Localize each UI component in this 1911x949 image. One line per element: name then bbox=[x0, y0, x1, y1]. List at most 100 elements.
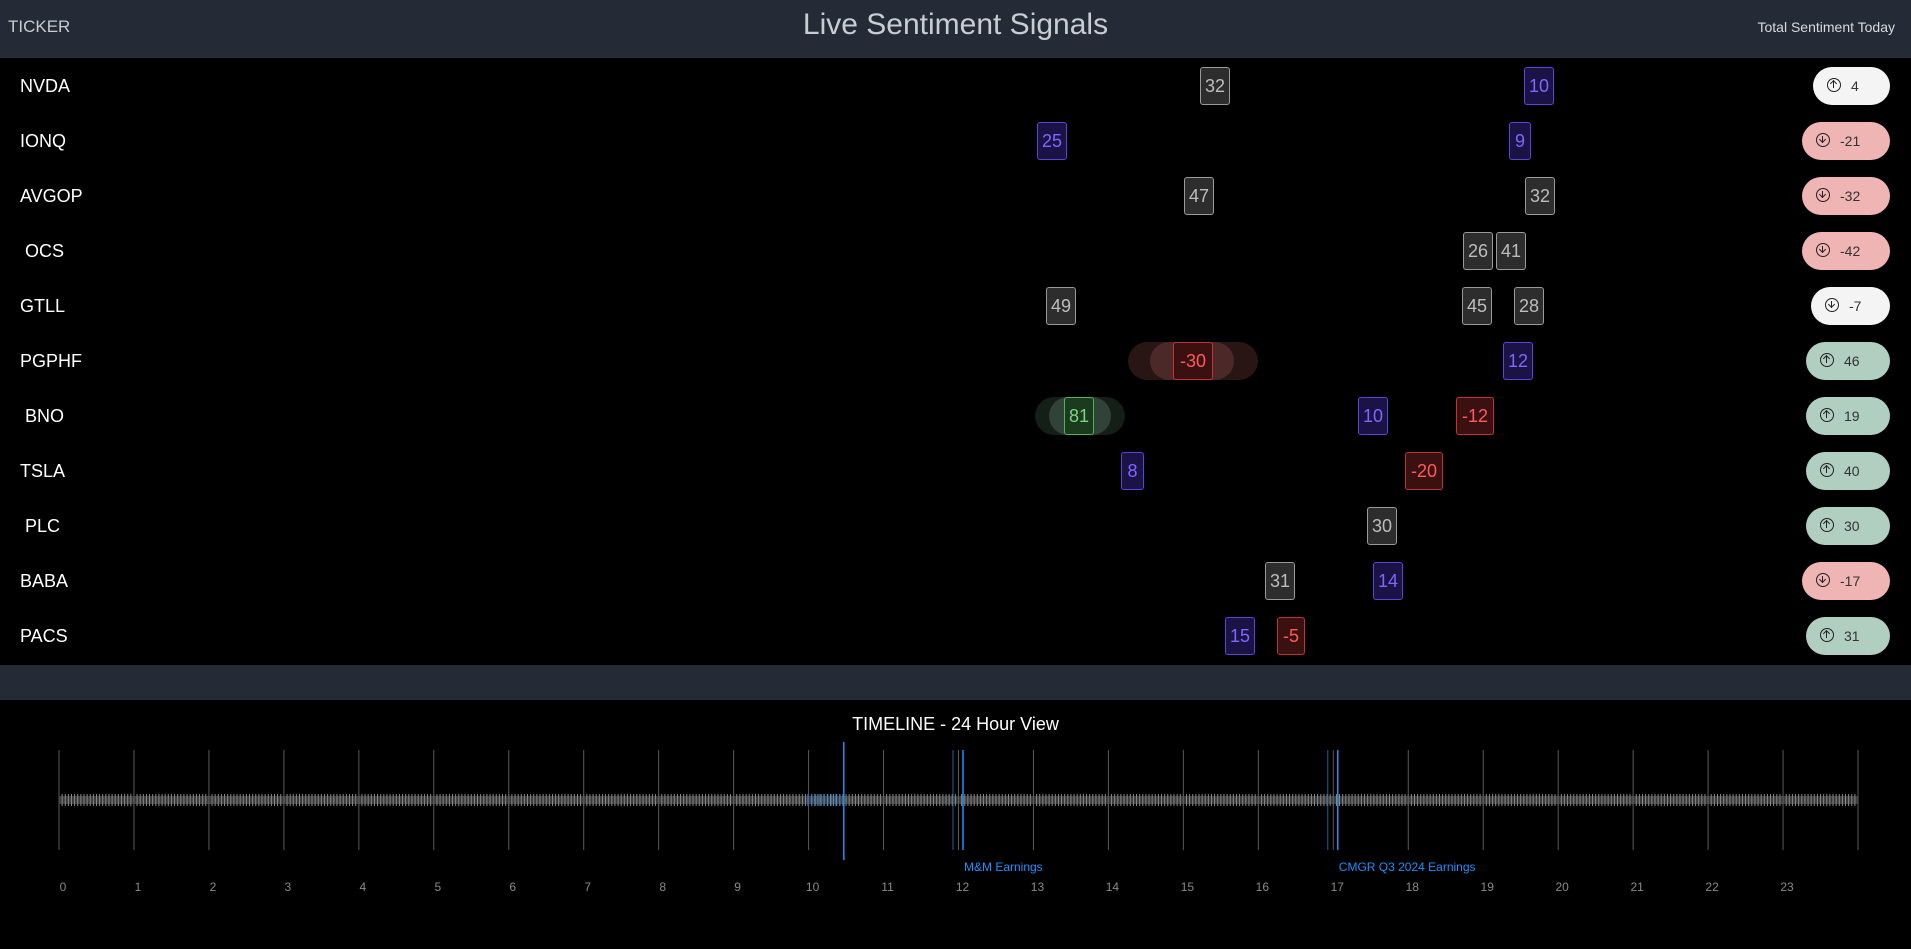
ticker-label[interactable]: GTLL bbox=[20, 296, 66, 316]
ticker-row[interactable]: BABA 31 14 -17 bbox=[0, 554, 1911, 609]
timeline-hour-label: 4 bbox=[359, 880, 366, 894]
signal-badge[interactable]: 14 bbox=[1373, 562, 1403, 600]
timeline-hour-label: 22 bbox=[1705, 880, 1719, 894]
timeline-hour-label: 1 bbox=[135, 880, 142, 894]
ticker-label[interactable]: AVGOP bbox=[20, 186, 83, 206]
timeline-hour-label: 2 bbox=[210, 880, 217, 894]
total-sentiment-pill[interactable]: 19 bbox=[1806, 397, 1890, 435]
arrow-up-circle-icon bbox=[1820, 518, 1834, 532]
signal-badge[interactable]: -20 bbox=[1405, 452, 1443, 490]
signal-badge[interactable]: 10 bbox=[1358, 397, 1388, 435]
timeline-track[interactable]: 0 1 2 3 4 5 6 7 8 9 10 11 12 13 14 15 16 17 18 19 20 21 22 23M&… bbox=[0, 700, 1911, 949]
timeline-hour-label: 19 bbox=[1481, 880, 1495, 894]
ticker-row[interactable]: IONQ 25 9 -21 bbox=[0, 114, 1911, 169]
timeline-hour-label: 0 bbox=[60, 880, 67, 894]
signal-badge[interactable]: 8 bbox=[1121, 452, 1144, 490]
ticker-label[interactable]: BNO bbox=[25, 406, 65, 426]
signal-badge[interactable]: 26 bbox=[1463, 232, 1493, 270]
ticker-row[interactable]: OCS 26 41 -42 bbox=[0, 224, 1911, 279]
total-sentiment-header: Total Sentiment Today bbox=[1757, 19, 1896, 35]
timeline-hour-label: 17 bbox=[1331, 880, 1345, 894]
ticker-label[interactable]: OCS bbox=[25, 241, 65, 261]
signal-badge[interactable]: 32 bbox=[1525, 177, 1555, 215]
timeline-event-label[interactable]: M&M Earnings bbox=[964, 860, 1043, 874]
ticker-row[interactable]: BNO 81 10 -12 19 bbox=[0, 389, 1911, 444]
ticker-column-header: TICKER bbox=[8, 17, 71, 36]
signal-badge[interactable]: 30 bbox=[1367, 507, 1397, 545]
signal-badge[interactable]: 25 bbox=[1037, 122, 1067, 160]
ticker-label[interactable]: NVDA bbox=[20, 76, 71, 96]
total-sentiment-pill[interactable]: 46 bbox=[1806, 342, 1890, 380]
total-sentiment-value: -7 bbox=[1849, 298, 1862, 314]
arrow-down-circle-icon bbox=[1825, 298, 1839, 312]
ticker-row[interactable]: PACS 15 -5 31 bbox=[0, 609, 1911, 664]
ticker-label[interactable]: PGPHF bbox=[20, 351, 83, 371]
total-sentiment-pill[interactable]: -17 bbox=[1802, 562, 1890, 600]
section-divider bbox=[0, 665, 1911, 700]
signal-badge[interactable]: 47 bbox=[1184, 177, 1214, 215]
total-sentiment-value: 4 bbox=[1851, 78, 1859, 94]
total-sentiment-value: -21 bbox=[1840, 133, 1861, 149]
signal-rows: NVDA 32 10 4 IONQ 25 9 -21 AVGOP 47 32 -… bbox=[0, 59, 1911, 665]
ticker-row[interactable]: TSLA 8 -20 40 bbox=[0, 444, 1911, 499]
total-sentiment-value: 30 bbox=[1844, 518, 1860, 534]
ticker-row[interactable]: PGPHF -30 12 46 bbox=[0, 334, 1911, 389]
total-sentiment-pill[interactable]: 31 bbox=[1806, 617, 1890, 655]
total-sentiment-pill[interactable]: -32 bbox=[1802, 177, 1890, 215]
signal-badge[interactable]: 12 bbox=[1503, 342, 1533, 380]
total-sentiment-value: 40 bbox=[1844, 463, 1860, 479]
total-sentiment-pill[interactable]: -7 bbox=[1811, 287, 1890, 325]
ticker-label[interactable]: BABA bbox=[20, 571, 69, 591]
total-sentiment-value: -42 bbox=[1840, 243, 1861, 259]
signal-badge[interactable]: 45 bbox=[1462, 287, 1492, 325]
timeline-hour-label: 20 bbox=[1555, 880, 1569, 894]
total-sentiment-value: 19 bbox=[1844, 408, 1860, 424]
total-sentiment-value: -32 bbox=[1840, 188, 1861, 204]
timeline-hour-label: 9 bbox=[734, 880, 741, 894]
signal-badge[interactable]: 10 bbox=[1524, 67, 1554, 105]
signal-badge[interactable]: 81 bbox=[1064, 397, 1094, 435]
signal-badge[interactable]: 49 bbox=[1046, 287, 1076, 325]
total-sentiment-value: 31 bbox=[1844, 628, 1860, 644]
timeline-hour-label: 12 bbox=[956, 880, 970, 894]
ticker-row[interactable]: PLC 30 30 bbox=[0, 499, 1911, 554]
signal-badge[interactable]: -12 bbox=[1456, 397, 1494, 435]
timeline-hour-label: 16 bbox=[1256, 880, 1270, 894]
arrow-down-circle-icon bbox=[1816, 133, 1830, 147]
signal-badge[interactable]: 15 bbox=[1225, 617, 1255, 655]
arrow-down-circle-icon bbox=[1816, 573, 1830, 587]
ticker-label[interactable]: PLC bbox=[25, 516, 61, 536]
arrow-down-circle-icon bbox=[1816, 243, 1830, 257]
total-sentiment-pill[interactable]: 4 bbox=[1813, 67, 1890, 105]
signal-badge[interactable]: 32 bbox=[1200, 67, 1230, 105]
timeline-event-label[interactable]: CMGR Q3 2024 Earnings bbox=[1339, 860, 1476, 874]
timeline-hour-label: 5 bbox=[434, 880, 441, 894]
arrow-up-circle-icon bbox=[1820, 463, 1834, 477]
signal-badge[interactable]: 9 bbox=[1509, 122, 1531, 160]
timeline-hour-label: 15 bbox=[1181, 880, 1195, 894]
total-sentiment-pill[interactable]: -21 bbox=[1802, 122, 1890, 160]
timeline-hour-label: 14 bbox=[1106, 880, 1120, 894]
timeline-hour-label: 8 bbox=[659, 880, 666, 894]
total-sentiment-pill[interactable]: 30 bbox=[1806, 507, 1890, 545]
ticker-label[interactable]: IONQ bbox=[20, 131, 67, 151]
total-sentiment-pill[interactable]: -42 bbox=[1802, 232, 1890, 270]
timeline-title: TIMELINE - 24 Hour View bbox=[852, 714, 1059, 734]
ticker-row[interactable]: NVDA 32 10 4 bbox=[0, 59, 1911, 114]
arrow-down-circle-icon bbox=[1816, 188, 1830, 202]
signal-badge[interactable]: -30 bbox=[1173, 342, 1213, 380]
total-sentiment-value: -17 bbox=[1840, 573, 1861, 589]
signal-badge[interactable]: 41 bbox=[1496, 232, 1526, 270]
signal-badge[interactable]: -5 bbox=[1277, 617, 1305, 655]
ticker-row[interactable]: GTLL 49 45 28 -7 bbox=[0, 279, 1911, 334]
timeline-hour-label: 7 bbox=[584, 880, 591, 894]
total-sentiment-pill[interactable]: 40 bbox=[1806, 452, 1890, 490]
ticker-row[interactable]: AVGOP 47 32 -32 bbox=[0, 169, 1911, 224]
ticker-label[interactable]: PACS bbox=[20, 626, 68, 646]
signal-badge[interactable]: 31 bbox=[1265, 562, 1295, 600]
timeline-hour-label: 10 bbox=[806, 880, 820, 894]
timeline-hour-label: 21 bbox=[1630, 880, 1644, 894]
ticker-label[interactable]: TSLA bbox=[20, 461, 66, 481]
timeline-hour-label: 18 bbox=[1406, 880, 1420, 894]
signal-badge[interactable]: 28 bbox=[1514, 287, 1544, 325]
